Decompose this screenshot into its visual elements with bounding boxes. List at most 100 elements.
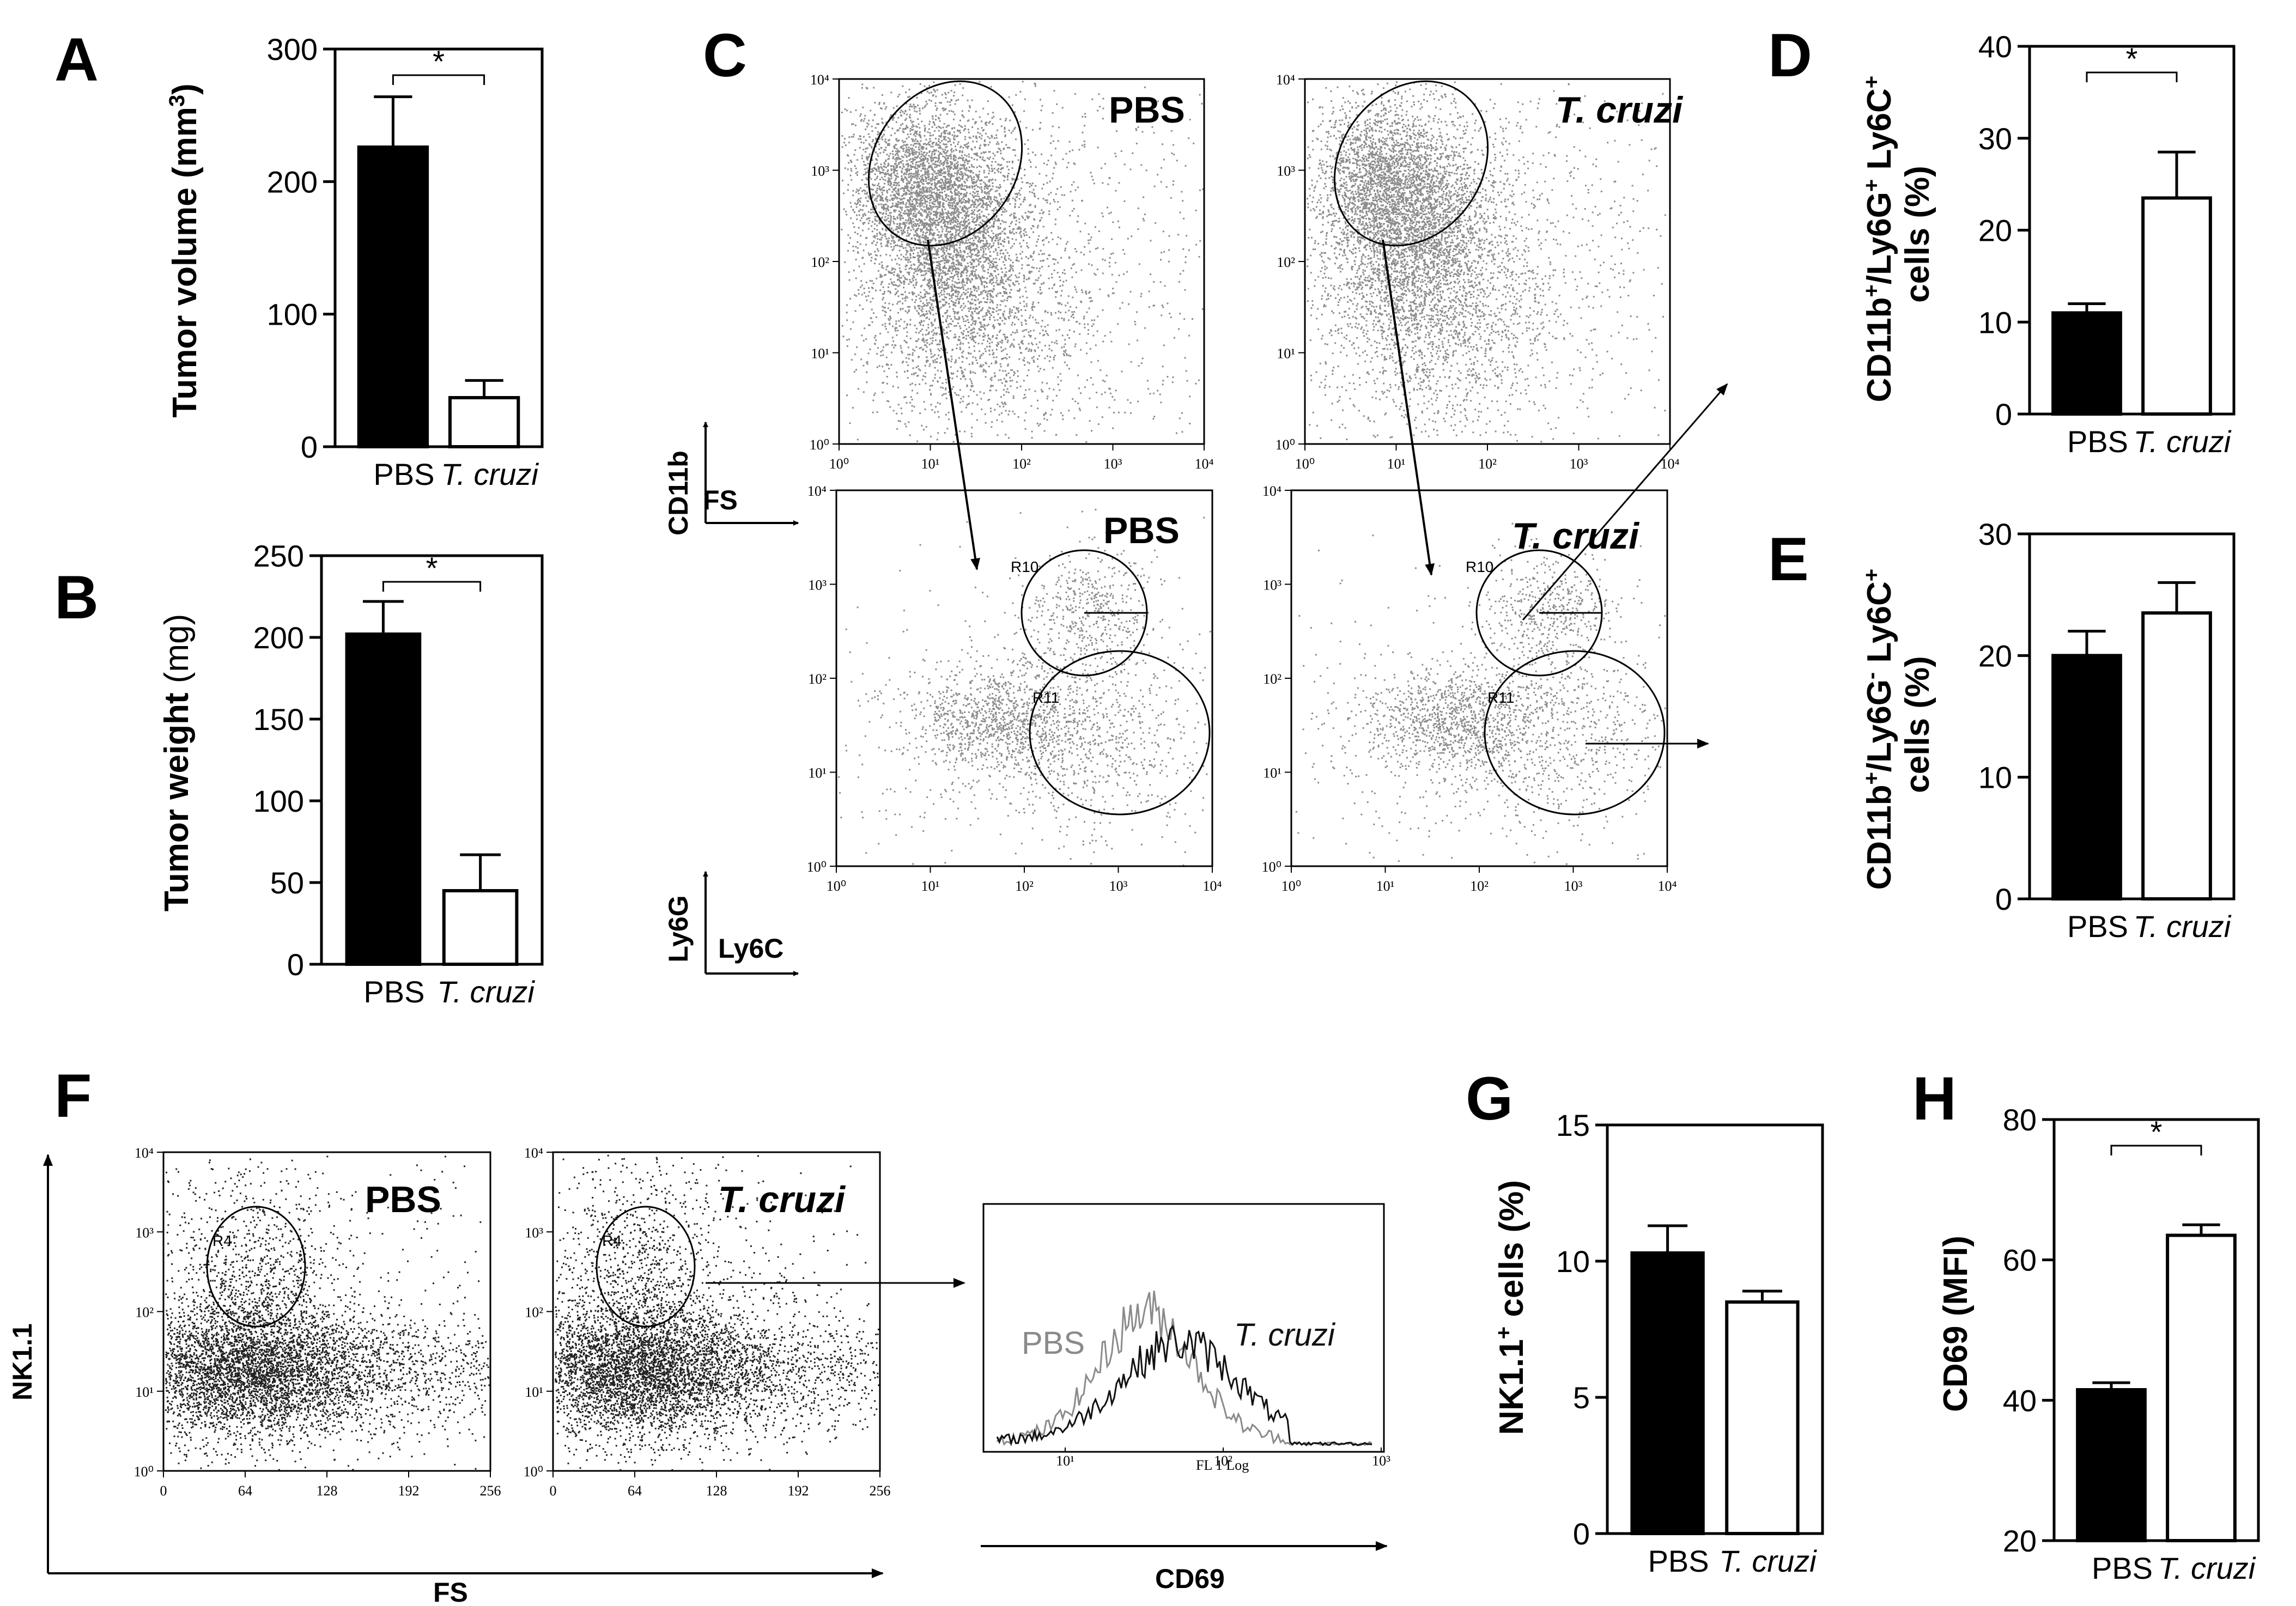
flow-c-tc-bottom-x-tick-label-2: 10² [1470,878,1489,894]
category-label-b-tcruzi: T. cruzi [437,975,535,1009]
flow-f-pbs-x-tick-label-2: 128 [317,1483,338,1499]
flow-f-tc-y-tick-label-4: 10⁴ [524,1145,543,1161]
plot-frame-e [2028,532,2236,901]
y-tick-label-b-1: 50 [270,866,304,900]
flow-c-pbs-top-dots [841,81,1204,444]
category-label-a-pbs: PBS [373,457,434,491]
flow-c-tc-bottom-x-tick-label-3: 10³ [1564,878,1583,894]
panel-letter-b: B [54,563,99,631]
gate-arrow-pbs [927,239,980,570]
significance-bracket-b [382,581,482,592]
flow-c-tc-top-y-tick-label-1: 10¹ [1277,346,1295,362]
bar-chart-tumor-weight: 0 50 100 150 200 250 PBS T. cruzi * [253,539,544,1009]
ylabel-d-line2: cells (%) [1899,166,1936,303]
flow-c-pbs-top-x-tick-label-3: 10³ [1104,456,1122,472]
flow-f-tc-gate-label: R4 [602,1232,622,1249]
flow-f-pbs-y-tick-label-1: 10¹ [135,1384,154,1400]
hist-legend-pbs: PBS [1022,1325,1085,1361]
flow-f-pbs-dots [165,1155,490,1471]
flow-f-tc-y-tick-label-3: 10³ [525,1225,543,1240]
flow-f-tc-x-tick-label-2: 128 [706,1483,727,1499]
flow-f-pbs-y-tick-label-3: 10³ [135,1225,154,1240]
flow-f-tc-dots [555,1154,880,1471]
category-label-b-pbs: PBS [363,975,424,1009]
axis-legend-top: CD11b FS [663,422,799,536]
flow-f-tc-x-tick-label-4: 256 [870,1483,891,1499]
axis-label-nk11: NK1.1 [7,1323,38,1401]
bar-chart-ly6g-neg: 0 10 20 30 PBS T. cruzi [1978,517,2236,944]
y-tick-label-b-5: 250 [253,539,304,573]
y-tick-label-d-1: 10 [1978,305,2012,339]
y-tick-label-b-4: 200 [253,620,304,655]
category-label-g-tcruzi: T. cruzi [1719,1544,1817,1578]
panel-letter-a: A [54,26,99,94]
axis-legend-bottom: Ly6G Ly6C [663,871,799,976]
category-label-e-pbs: PBS [2067,909,2128,944]
flow-f-pbs-y-tick-label-4: 10⁴ [135,1145,154,1161]
category-label-e-tcruzi: T. cruzi [2134,909,2232,944]
bar-chart-tumor-volume: 0 100 200 300 PBS T. cruzi * [267,32,544,491]
panel-letter-g: G [1466,1064,1513,1133]
flow-f-pbs-y-tick-label-0: 10⁰ [134,1464,154,1480]
axis-label-ly6c: Ly6C [718,933,783,964]
hist-legend-tc: T. cruzi [1234,1317,1336,1353]
flow-f-tc-y-tick-label-2: 10² [525,1305,543,1321]
flow-f-tc-y-tick-label-1: 10¹ [525,1384,543,1400]
flow-c-tc-top-x-tick-label-3: 10³ [1570,456,1588,472]
y-tick-label-g-3: 15 [1556,1108,1590,1142]
bar-g-pbs [1630,1251,1705,1535]
bar-d-tcruzi [2141,196,2212,416]
flow-c-tc-top-y-tick-label-0: 10⁰ [1275,437,1295,453]
flow-c-pbs-top-frame [838,78,1205,445]
flow-c-pbs-top-y-tick-label-2: 10² [811,254,829,270]
flow-c-tc-bottom-dots [1295,522,1666,865]
hist-x-tick-label-2: 10³ [1372,1453,1390,1469]
category-label-h-tcruzi: T. cruzi [2158,1551,2256,1585]
flow-c-tc-bottom-gate-label-r11: R11 [1487,689,1514,706]
flow-c-pbs-top-dot-cloud [841,81,1204,444]
flow-c-tc-bottom-dot-cloud [1295,522,1666,865]
arrow-to-d [1522,383,1728,620]
hist-x-tick-label-0: 10¹ [1056,1453,1074,1469]
flow-f-pbs-y-tick-label-2: 10² [135,1305,154,1321]
y-tick-label-h-1: 40 [2003,1383,2037,1418]
ylabel-e-line2: cells (%) [1899,656,1936,793]
flow-title-tc-top: T. cruzi [1556,89,1684,131]
flow-c-pbs-top-y-tick-label-0: 10⁰ [810,437,829,453]
panel-letter-f: F [54,1062,92,1130]
axis-legend-f: NK1.1 FS [7,1154,884,1606]
panel-letter-d: D [1768,21,1812,89]
flow-f-pbs-gate [206,1206,306,1328]
hist-series-tcruzi [996,1324,1372,1447]
panel-letter-h: H [1912,1064,1957,1133]
flow-panel-f: R4 0 64 128 192 256 10⁰ 10¹ 10² 10³ 10⁴ R4 0 64 128 192… [134,1145,891,1499]
plot-frame-a [333,47,544,448]
flow-f-tc-x-tick-label-3: 192 [788,1483,809,1499]
flow-title-tc-bottom: T. cruzi [1512,515,1640,557]
bar-d-pbs [2051,311,2122,416]
y-tick-label-g-1: 5 [1573,1380,1590,1415]
ylabel-d-line1: CD11b+/Ly6G+ Ly6C+ [1860,76,1898,403]
flow-c-tc-bottom-y-tick-label-0: 10⁰ [1262,859,1281,875]
y-tick-label-d-3: 30 [1978,121,2012,156]
y-tick-label-d-4: 40 [1978,29,2012,64]
category-label-g-pbs: PBS [1648,1544,1709,1578]
y-tick-label-e-1: 10 [1978,761,2012,795]
bar-b-pbs [345,632,422,966]
flow-c-pbs-top-y-tick-label-4: 10⁴ [810,72,829,88]
ylabel-b-part2: (mg) [158,614,196,683]
flow-c-tc-bottom-y-tick-label-4: 10⁴ [1262,483,1281,499]
flow-c-pbs-top-x-tick-label-0: 10⁰ [829,456,849,472]
flow-c-tc-top-frame [1304,78,1671,445]
y-tick-label-b-3: 150 [253,702,304,737]
ylabel-a-part1: Tumor volume (mm [166,107,204,418]
flow-c-tc-bottom-y-tick-label-3: 10³ [1263,577,1281,593]
category-label-d-tcruzi: T. cruzi [2134,424,2232,459]
flow-c-tc-top-dots [1307,81,1666,443]
bar-chart-cd69: 20 40 60 80 PBS T. cruzi * [2003,1103,2260,1585]
bar-b-tcruzi [442,889,519,966]
flow-c-pbs-top: 10⁰ 10¹ 10² 10³ 10⁴ 10⁰ 10¹ 10² 10³ 10⁴ [810,72,1214,472]
flow-c-tc-top-y-tick-label-2: 10² [1277,254,1295,270]
